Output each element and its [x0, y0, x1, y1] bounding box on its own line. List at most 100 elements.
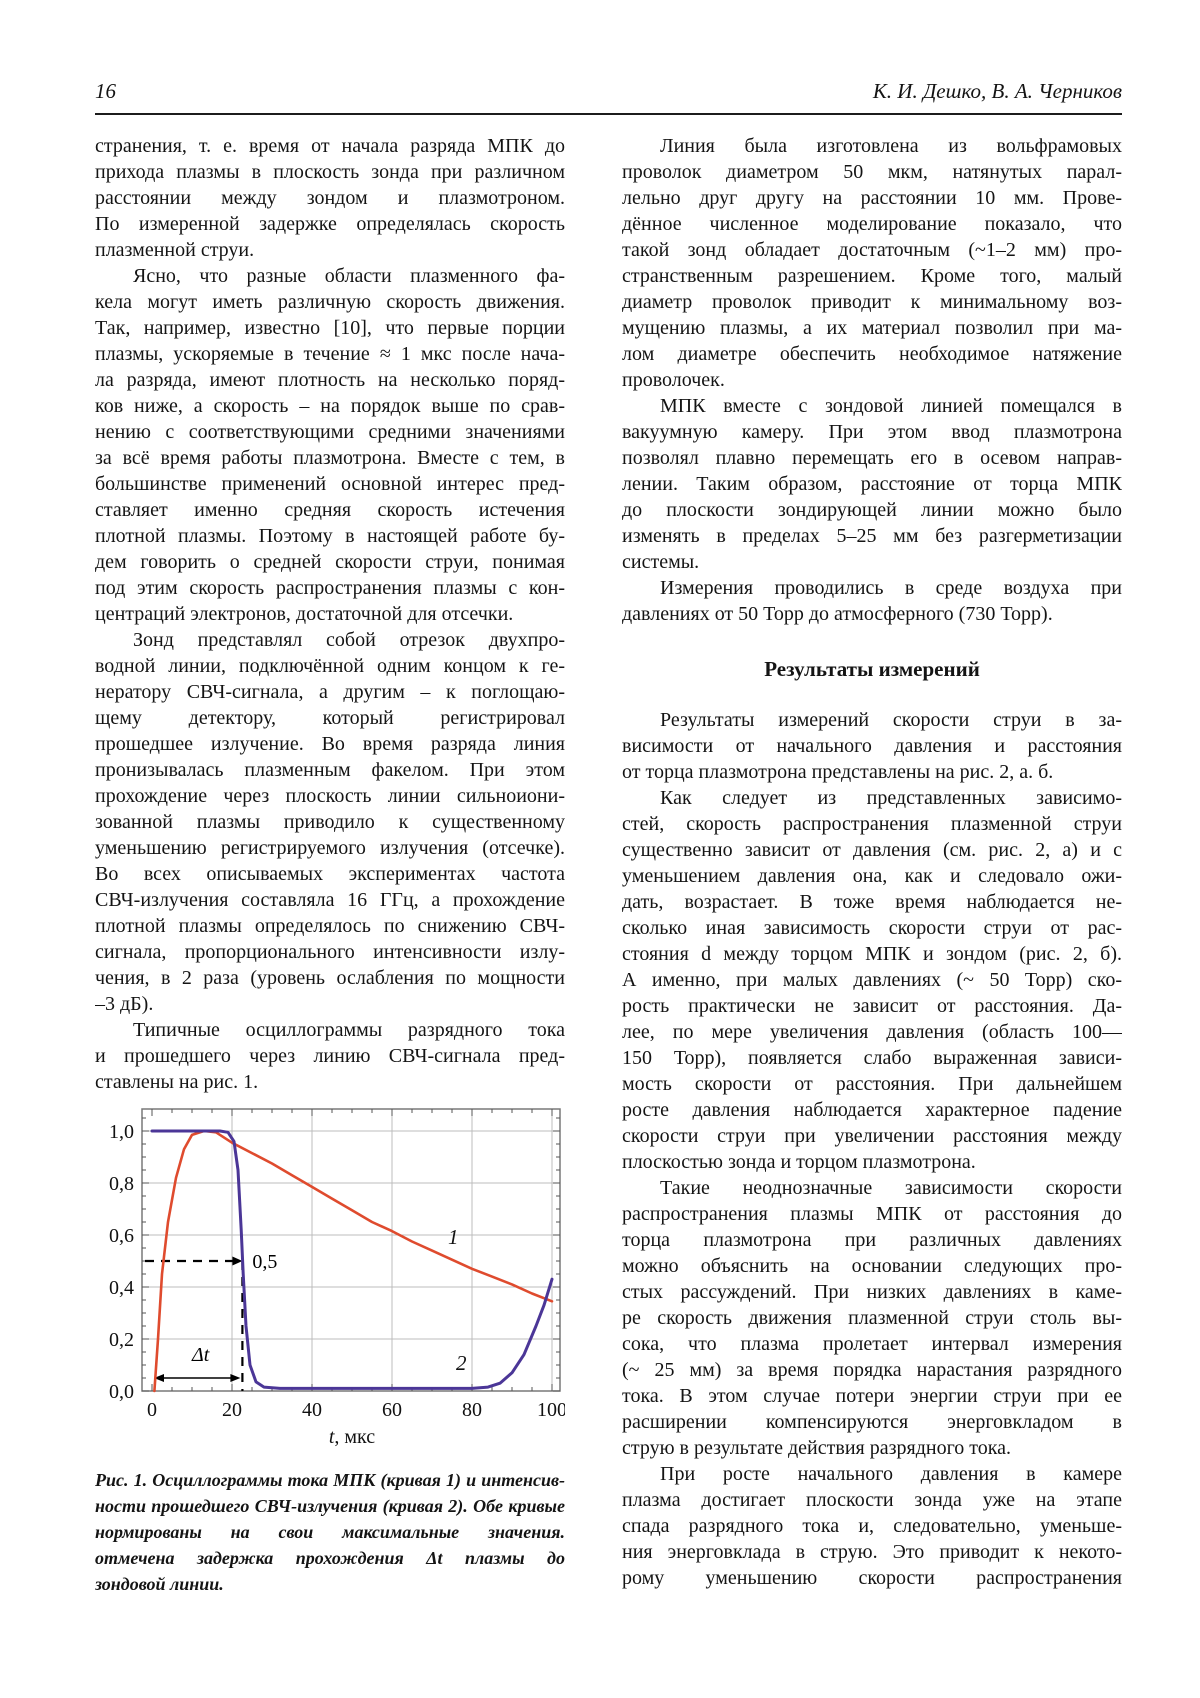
figure-1: 0 20 40 60 80 100 0,0 0,2 0,4 0,6 0,8 1,0 t, мкс 0,5 Δ… [95, 1095, 565, 1597]
section-heading: Результаты измерений [764, 657, 980, 681]
text-line: проволочек. [622, 369, 725, 391]
text-line: Типичные осциллограммы разрядного тока [133, 1019, 565, 1041]
text-line: странственным разрешением. Кроме того, м… [622, 265, 1122, 287]
text-line: распространения плазмы МПК от расстояния… [622, 1203, 1122, 1225]
text-line: плазмы, ускоряемые в течение ≈ 1 мкс пос… [95, 343, 565, 365]
text-line: чения, в 2 раза (уровень ослабления по м… [95, 967, 565, 989]
curve-1 [153, 1129, 554, 1393]
text-line: Линия была изготовлена из вольфрамовых [660, 135, 1122, 157]
y-tick-label: 0,4 [109, 1277, 134, 1299]
text-line: струю в результате действия разрядного т… [622, 1437, 1012, 1459]
text-line: за всё время работы плазмотрона. Вместе … [95, 447, 565, 469]
text-line: По измеренной задержке определялась скор… [95, 213, 565, 235]
curve-2 [150, 1129, 554, 1390]
text-line: и прошедшего через линию СВЧ-сигнала пре… [95, 1045, 565, 1067]
text-line: прошедшее излучение. Во время разряда ли… [95, 733, 565, 755]
text-line: лении. Таким образом, расстояние от торц… [622, 473, 1122, 495]
text-line: Во всех описываемых экспериментах частот… [95, 863, 565, 885]
text-line: Измерения проводились в среде воздуха пр… [660, 577, 1122, 599]
text-line: Результаты измерений скорости струи в за… [660, 709, 1122, 731]
text-line: спада разрядного тока и, следовательно, … [622, 1515, 1122, 1537]
text-line: висимости от начального давления и расст… [622, 735, 1122, 757]
text-line: сока, что плазма пролетает интервал изме… [622, 1333, 1122, 1355]
text-line: СВЧ-излучения составляла 16 ГГц, а прохо… [95, 889, 565, 911]
text-line: При росте начального давления в камере [660, 1463, 1122, 1485]
text-line: ков ниже, а скорость – на порядок выше п… [95, 395, 565, 417]
x-tick-label: 60 [382, 1399, 402, 1421]
right-column: Линия была изготовлена из вольфрамовых пр… [622, 133, 1122, 1597]
text-line: плазма достигает плоскости зонда уже на … [622, 1489, 1122, 1511]
text-line: нератору СВЧ-сигнала, а другим – к погло… [95, 681, 565, 703]
text-line: зованной плазмы приводило к существенном… [95, 811, 565, 833]
arrowhead [230, 1374, 241, 1382]
left-column: странения, т. е. время от начала разряда… [95, 133, 565, 1597]
text-line: изменять в пределах 5–25 мм без разгерме… [622, 525, 1122, 547]
y-tick-label: 0,0 [109, 1381, 134, 1403]
text-line: пронизывалась плазменным факелом. При эт… [95, 759, 565, 781]
text-line: Ясно, что разные области плазменного фа- [133, 265, 565, 287]
text-line: существенно зависит от давления (см. рис… [622, 839, 1122, 861]
text-line: нормированы на свои максимальные значени… [95, 1522, 565, 1542]
text-line: позволял плавно перемещать его в осевом … [622, 447, 1122, 469]
half-level-label: 0,5 [252, 1251, 277, 1273]
text-line: ставляет именно средняя скорость истечен… [95, 499, 565, 521]
text-line: странения, т. е. время от начала разряда… [95, 135, 565, 157]
text-line: проволок диаметром 50 мкм, натянутых пар… [622, 161, 1122, 183]
text-line: нению с соответствующими средними значен… [95, 421, 565, 443]
text-line: мость скорости от расстояния. При дальне… [622, 1073, 1122, 1095]
text-line: плоскостью зонда и торцом плазмотрона. [622, 1151, 976, 1173]
text-line: мущению плазмы, а их материал позволил п… [622, 317, 1122, 339]
text-line: –3 дБ). [95, 993, 154, 1015]
header-rule [95, 113, 1122, 115]
page-number: 16 [95, 79, 116, 103]
delay-label: Δt [191, 1344, 210, 1366]
text-line: плотной плазмы определялось по снижению … [95, 915, 565, 937]
text-line: уменьшению регистрируемого излучения (от… [95, 837, 565, 859]
text-line: ния энерговклада в струю. Это приводит к… [622, 1541, 1122, 1563]
x-tick-label: 0 [147, 1399, 157, 1421]
y-tick-label: 0,2 [109, 1329, 134, 1351]
text-line: вакуумную камеру. При этом ввод плазмотр… [622, 421, 1122, 443]
text-line: Так, например, известно [10], что первые… [95, 317, 565, 339]
text-line: уменьшением давления она, как и следовал… [622, 865, 1122, 887]
text-line: стых рассуждений. При низких давлениях в… [622, 1281, 1122, 1303]
figure-1-caption: Рис. 1. Осциллограммы тока МПК (кривая 1… [95, 1467, 565, 1597]
text-line: прохождение через плоскость линии сильно… [95, 785, 565, 807]
text-line: такой зонд обладает достаточным (~1–2 мм… [622, 239, 1122, 261]
text-line: плазменной струи. [95, 239, 255, 261]
text-line: лее, по мере увеличения давления (област… [622, 1021, 1122, 1043]
x-axis-label: t, мкс [329, 1426, 375, 1447]
plot-frame [141, 1108, 561, 1392]
text-line: зондовой линии. [95, 1574, 224, 1594]
text-line: рому уменьшению скорости распространения [622, 1567, 1122, 1589]
text-line: МПК вместе с зондовой линией помещался в [660, 395, 1122, 417]
text-line: тока. В этом случае потери энергии струи… [622, 1385, 1122, 1407]
text-line: ла разряда, имеют плотность на несколько… [95, 369, 565, 391]
text-line: лельно друг другу на расстоянии 10 мм. П… [622, 187, 1122, 209]
text-line: 150 Торр), появляется слабо выраженная з… [622, 1047, 1122, 1069]
running-authors: К. И. Дешко, В. А. Черников [872, 79, 1122, 103]
text-line: стей, скорость распространения плазменно… [622, 813, 1122, 835]
x-tick-label: 40 [302, 1399, 322, 1421]
x-tick-label: 80 [462, 1399, 482, 1421]
text-line: (~ 25 мм) за время порядка нарастания ра… [622, 1359, 1122, 1381]
two-column-body: странения, т. е. время от начала разряда… [95, 133, 1122, 1597]
text-line: рость практически не зависит от расстоян… [622, 995, 1122, 1017]
text-line: Зонд представлял собой отрезок двухпро- [133, 629, 565, 651]
text-line: ности прошедшего СВЧ-излучения (кривая 2… [95, 1496, 565, 1516]
left-column-text: странения, т. е. время от начала разряда… [95, 133, 565, 1095]
text-line: сколько иная зависимость скорости струи … [622, 917, 1122, 939]
text-line: лом диаметре обеспечить необходимое натя… [622, 343, 1122, 365]
text-line: можно объяснить на основании следующих п… [622, 1255, 1122, 1277]
text-line: сигнала, пропорционального интенсивности… [95, 941, 565, 963]
text-line: под этим скорость распространения плазмы… [95, 577, 565, 599]
arrowhead [154, 1374, 164, 1382]
text-line: торца плазмотрона при различных давления… [622, 1229, 1122, 1251]
y-tick-label: 0,6 [109, 1225, 134, 1247]
text-line: росте давления наблюдается характерное п… [622, 1099, 1122, 1121]
text-line: расстоянии между зондом и плазмотроном. [95, 187, 565, 209]
text-line: плотной плазмы. Поэтому в настоящей рабо… [95, 525, 565, 547]
figure-1-chart: 0 20 40 60 80 100 0,0 0,2 0,4 0,6 0,8 1,0 t, мкс 0,5 Δ… [109, 1108, 565, 1447]
text-line: расширении компенсируются энерговкладом … [622, 1411, 1122, 1433]
text-line: щему детектору, который регистрировал [95, 707, 565, 729]
